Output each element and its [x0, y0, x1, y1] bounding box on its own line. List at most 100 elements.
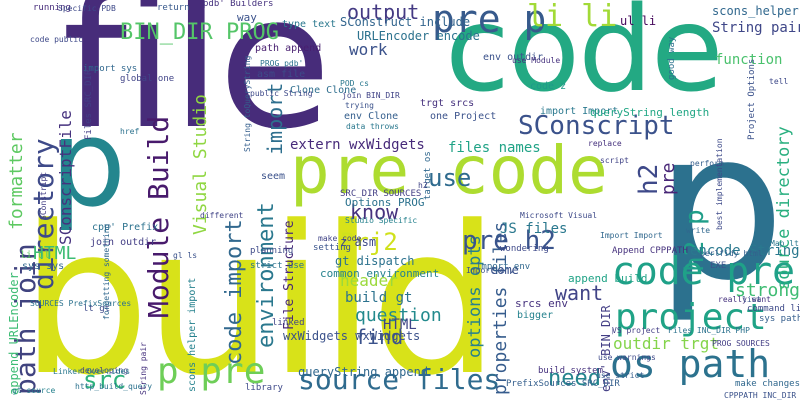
cloud-word: script	[600, 156, 629, 165]
cloud-word: strong	[735, 280, 800, 301]
cloud-word: build system	[538, 366, 604, 376]
cloud-word: return	[157, 3, 190, 13]
cloud-word: library	[245, 383, 283, 393]
cloud-word: BIN_DIR PROG	[120, 20, 279, 45]
cloud-word: gt source	[12, 386, 56, 395]
cloud-word: wxWidgets wxWidgets	[283, 329, 421, 343]
cloud-word: header	[340, 271, 398, 290]
cloud-word: h2	[418, 181, 428, 190]
cloud-word: code import	[222, 219, 247, 365]
cloud-word: pre p	[432, 0, 547, 41]
cloud-word: File Structure	[282, 220, 297, 330]
cloud-word: Import env	[476, 262, 531, 272]
cloud-word: Options PROG	[345, 196, 425, 209]
cloud-word: VS project	[612, 326, 661, 335]
cloud-word: running	[33, 3, 71, 13]
cloud-word: trgt srcs	[420, 98, 475, 109]
cloud-word: build gt	[345, 290, 413, 306]
cloud-word: SConscript	[518, 111, 675, 141]
cloud-word: PROG pdb'	[260, 59, 304, 68]
cloud-word: gl ls	[173, 251, 198, 260]
cloud-word: Files INC_DIR PHP	[668, 326, 750, 335]
cloud-word: use warnings	[598, 353, 656, 362]
cloud-word: source directory	[774, 126, 794, 290]
cloud-word: pre code	[290, 132, 608, 209]
cloud-word: global one	[120, 74, 175, 84]
cloud-word: outdir trgt	[613, 334, 719, 353]
cloud-word: files names	[448, 140, 541, 156]
cloud-word: cpp' Prefix	[92, 222, 159, 233]
cloud-word: http_build_query	[75, 382, 153, 391]
cloud-word: Import env'	[466, 266, 519, 275]
cloud-word: sys path	[759, 314, 800, 324]
cloud-word: append build	[568, 272, 648, 285]
cloud-word: project	[615, 297, 767, 338]
cloud-word: extern wxWidgets	[290, 137, 425, 153]
cloud-word: use	[428, 164, 472, 192]
cloud-word: srcs env	[515, 297, 568, 310]
cloud-word: gt dispatch	[335, 254, 415, 268]
cloud-word: join outdir	[90, 237, 157, 248]
cloud-word: PrefixSources SRC_DIR	[506, 379, 620, 389]
cloud-word: setting	[313, 243, 351, 253]
cloud-word: best implementation	[715, 138, 724, 230]
cloud-word: perlfidy html	[700, 249, 763, 258]
cloud-word: file	[62, 0, 332, 170]
cloud-word: build	[20, 183, 500, 400]
cloud-word: join BIN_DIR	[342, 91, 400, 100]
cloud-word: lt gt	[83, 304, 111, 314]
cloud-word: POD cs	[340, 79, 369, 88]
cloud-word: import Import	[540, 106, 619, 117]
cloud-word: SRC_DIR SOURCES	[340, 189, 422, 199]
cloud-word: Microsoft Visual	[520, 211, 598, 220]
cloud-word: env Clone	[344, 111, 399, 122]
cloud-word: command line	[747, 304, 800, 314]
cloud-word: EXE	[710, 261, 727, 271]
cloud-word: Module Build	[142, 115, 175, 318]
cloud-word: h2 p	[680, 209, 710, 272]
cloud-word: HTML	[33, 243, 77, 264]
cloud-word: env outdir	[483, 52, 544, 63]
cloud-word: Prj2	[340, 228, 398, 256]
cloud-word: make code	[318, 234, 362, 243]
cloud-word: trying	[345, 101, 374, 110]
cloud-word: HTML	[383, 317, 417, 333]
cloud-word: developing	[80, 366, 129, 375]
cloud-word: code pre	[612, 249, 796, 293]
cloud-word: output	[347, 0, 420, 24]
cloud-word: good way	[667, 36, 677, 80]
cloud-word: String pair	[712, 20, 800, 36]
cloud-word: Project Options	[747, 58, 757, 140]
cloud-word: public String	[250, 89, 313, 98]
cloud-word: code public	[30, 35, 83, 44]
cloud-word: Linker Overrides	[53, 367, 131, 376]
cloud-word: pre h2	[462, 226, 556, 256]
cloud-word: String toQueryString	[243, 55, 252, 152]
cloud-word: know	[350, 200, 399, 224]
cloud-word: src	[83, 366, 127, 394]
cloud-word: way	[237, 11, 257, 24]
cloud-word: use Module	[512, 56, 561, 65]
cloud-word: li li	[527, 0, 618, 34]
cloud-word: type text	[282, 19, 337, 30]
cloud-word: Clone Clone	[290, 85, 357, 96]
cloud-word: SConstruct include	[340, 15, 471, 29]
cloud-word: replace	[588, 139, 622, 148]
cloud-word: scons_helper py	[712, 4, 800, 18]
cloud-word: href	[120, 127, 140, 136]
cloud-word: write	[686, 226, 711, 235]
cloud-word: work	[349, 40, 388, 59]
cloud-word: need	[548, 366, 601, 391]
cloud-word: URLEncoder encode	[357, 29, 480, 43]
cloud-word: Studio Specific	[345, 216, 418, 225]
cloud-word: asm file	[257, 69, 306, 80]
cloud-word: want	[555, 281, 604, 305]
cloud-word: append URLEncoder	[7, 272, 21, 395]
cloud-word: queryString length	[590, 106, 710, 119]
cloud-word: Specific PDB	[58, 4, 116, 13]
cloud-word: sys sys	[22, 261, 65, 272]
cloud-word: source files	[298, 363, 501, 396]
cloud-word: seem	[261, 171, 286, 182]
cloud-word: use strict	[596, 371, 645, 380]
cloud-word: data throws	[346, 122, 399, 131]
